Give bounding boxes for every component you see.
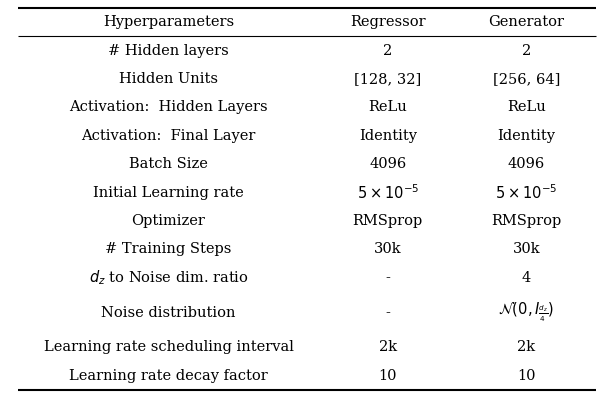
Text: $5 \times 10^{-5}$: $5 \times 10^{-5}$ [357, 183, 419, 202]
Text: Batch Size: Batch Size [129, 157, 208, 171]
Text: [256, 64]: [256, 64] [492, 72, 560, 86]
Text: [128, 32]: [128, 32] [354, 72, 421, 86]
Text: 30k: 30k [513, 242, 540, 256]
Text: Identity: Identity [497, 129, 555, 143]
Text: 10: 10 [517, 369, 535, 383]
Text: RMSprop: RMSprop [491, 214, 561, 228]
Text: Learning rate scheduling interval: Learning rate scheduling interval [44, 340, 293, 355]
Text: 30k: 30k [374, 242, 402, 256]
Text: 2k: 2k [379, 340, 397, 355]
Text: $\mathcal{N}(0, I_{\frac{d_z}{4}})$: $\mathcal{N}(0, I_{\frac{d_z}{4}})$ [498, 301, 554, 324]
Text: Identity: Identity [359, 129, 417, 143]
Text: Initial Learning rate: Initial Learning rate [93, 185, 244, 200]
Text: Hyperparameters: Hyperparameters [103, 15, 234, 29]
Text: # Hidden layers: # Hidden layers [108, 43, 229, 58]
Text: Optimizer: Optimizer [131, 214, 206, 228]
Text: Generator: Generator [488, 15, 564, 29]
Text: -: - [386, 306, 391, 320]
Text: Activation:  Hidden Layers: Activation: Hidden Layers [69, 100, 268, 114]
Text: Noise distribution: Noise distribution [101, 306, 236, 320]
Text: # Training Steps: # Training Steps [105, 242, 231, 256]
Text: $d_z$ to Noise dim. ratio: $d_z$ to Noise dim. ratio [88, 269, 249, 287]
Text: 4096: 4096 [369, 157, 406, 171]
Text: ReLu: ReLu [507, 100, 546, 114]
Text: RMSprop: RMSprop [352, 214, 423, 228]
Text: 4: 4 [522, 271, 531, 285]
Text: -: - [386, 271, 391, 285]
Text: 2k: 2k [517, 340, 535, 355]
Text: $5 \times 10^{-5}$: $5 \times 10^{-5}$ [495, 183, 558, 202]
Text: 4096: 4096 [508, 157, 545, 171]
Text: 2: 2 [522, 43, 531, 58]
Text: Regressor: Regressor [350, 15, 426, 29]
Text: Activation:  Final Layer: Activation: Final Layer [81, 129, 255, 143]
Text: Hidden Units: Hidden Units [119, 72, 218, 86]
Text: 10: 10 [379, 369, 397, 383]
Text: 2: 2 [383, 43, 392, 58]
Text: Learning rate decay factor: Learning rate decay factor [69, 369, 268, 383]
Text: ReLu: ReLu [368, 100, 407, 114]
